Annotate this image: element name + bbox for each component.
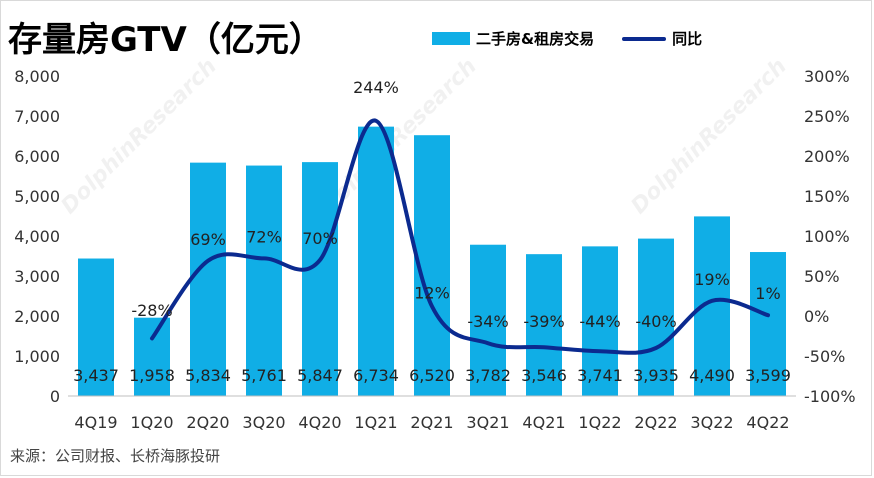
yoy-value-label: -40% bbox=[635, 312, 676, 331]
y-left-tick-label: 5,000 bbox=[14, 187, 60, 206]
bar bbox=[246, 165, 282, 396]
yoy-value-label: -34% bbox=[467, 312, 508, 331]
x-tick-label: 4Q20 bbox=[298, 413, 341, 432]
bar-value-label: 3,782 bbox=[465, 366, 511, 385]
bar bbox=[302, 162, 338, 396]
yoy-value-label: -28% bbox=[131, 301, 172, 320]
yoy-value-label: 12% bbox=[414, 283, 450, 302]
y-right-tick-label: 200% bbox=[804, 147, 850, 166]
data-labels: 3,437 1,958 5,834 5,761 5,847 6,734 6,520 3,782… bbox=[73, 78, 791, 385]
y-right-tick-label: -50% bbox=[804, 347, 845, 366]
axes: 0 1,000 2,000 3,000 4,000 5,000 6,000 7,000 8,00… bbox=[14, 67, 855, 432]
bar-value-label: 5,834 bbox=[185, 366, 231, 385]
x-tick-label: 4Q21 bbox=[522, 413, 565, 432]
bar bbox=[750, 252, 786, 396]
y-left-tick-label: 8,000 bbox=[14, 67, 60, 86]
line-series bbox=[150, 118, 770, 355]
bar-series bbox=[78, 126, 786, 396]
bar bbox=[358, 126, 394, 396]
bar-value-label: 3,599 bbox=[745, 366, 791, 385]
bar bbox=[134, 317, 170, 396]
bar-value-label: 6,734 bbox=[353, 366, 399, 385]
bar bbox=[78, 258, 114, 396]
x-tick-label: 1Q20 bbox=[130, 413, 173, 432]
bar bbox=[470, 244, 506, 396]
x-tick-label: 1Q22 bbox=[578, 413, 621, 432]
bar-value-label: 1,958 bbox=[129, 366, 175, 385]
y-right-tick-label: 0% bbox=[804, 307, 829, 326]
bar bbox=[638, 238, 674, 396]
bar-value-label: 3,437 bbox=[73, 366, 119, 385]
y-left-tick-label: 4,000 bbox=[14, 227, 60, 246]
x-tick-label: 2Q22 bbox=[634, 413, 677, 432]
y-left-tick-label: 7,000 bbox=[14, 107, 60, 126]
yoy-value-label: -44% bbox=[579, 312, 620, 331]
bar bbox=[526, 254, 562, 396]
bar-value-label: 5,847 bbox=[297, 366, 343, 385]
y-right-tick-label: 100% bbox=[804, 227, 850, 246]
bar-value-label: 3,546 bbox=[521, 366, 567, 385]
x-tick-label: 2Q20 bbox=[186, 413, 229, 432]
bar-value-label: 5,761 bbox=[241, 366, 287, 385]
x-tick-label: 4Q22 bbox=[746, 413, 789, 432]
yoy-value-label: 244% bbox=[353, 78, 399, 97]
y-right-tick-label: -100% bbox=[804, 387, 856, 406]
y-right-tick-label: 300% bbox=[804, 67, 850, 86]
y-right-tick-label: 150% bbox=[804, 187, 850, 206]
x-tick-label: 3Q21 bbox=[466, 413, 509, 432]
y-left-tick-label: 2,000 bbox=[14, 307, 60, 326]
legend-line-swatch bbox=[622, 36, 667, 41]
y-left-tick-label: 0 bbox=[50, 387, 60, 406]
yoy-line bbox=[150, 118, 770, 355]
yoy-value-label: 69% bbox=[190, 230, 226, 249]
bar-value-label: 6,520 bbox=[409, 366, 455, 385]
chart-title: 存量房GTV（亿元） bbox=[8, 20, 323, 60]
y-left-tick-label: 3,000 bbox=[14, 267, 60, 286]
source-note: 来源：公司财报、长桥海豚投研 bbox=[10, 447, 221, 465]
watermark: DolphinResearch bbox=[317, 54, 482, 219]
x-tick-label: 2Q21 bbox=[410, 413, 453, 432]
yoy-value-label: 1% bbox=[755, 284, 780, 303]
y-right-tick-label: 50% bbox=[804, 267, 840, 286]
legend-line-label: 同比 bbox=[672, 30, 703, 48]
yoy-value-label: 70% bbox=[302, 229, 338, 248]
bar-value-label: 4,490 bbox=[689, 366, 735, 385]
bar-value-label: 3,741 bbox=[577, 366, 623, 385]
y-left-tick-label: 1,000 bbox=[14, 347, 60, 366]
x-tick-label: 3Q20 bbox=[242, 413, 285, 432]
yoy-value-label: -39% bbox=[523, 312, 564, 331]
x-tick-label: 3Q22 bbox=[690, 413, 733, 432]
bar-value-label: 3,935 bbox=[633, 366, 679, 385]
yoy-value-label: 72% bbox=[246, 227, 282, 246]
bar bbox=[582, 246, 618, 396]
legend-bar-swatch bbox=[432, 32, 470, 45]
legend-bar-label: 二手房&租房交易 bbox=[476, 30, 595, 48]
x-tick-label: 1Q21 bbox=[354, 413, 397, 432]
chart-legend: 二手房&租房交易 同比 bbox=[432, 28, 702, 49]
yoy-value-label: 19% bbox=[694, 270, 730, 289]
y-left-tick-label: 6,000 bbox=[14, 147, 60, 166]
watermark: DolphinResearch bbox=[627, 54, 792, 219]
y-right-tick-label: 250% bbox=[804, 107, 850, 126]
x-tick-label: 4Q19 bbox=[74, 413, 117, 432]
bar bbox=[190, 162, 226, 396]
